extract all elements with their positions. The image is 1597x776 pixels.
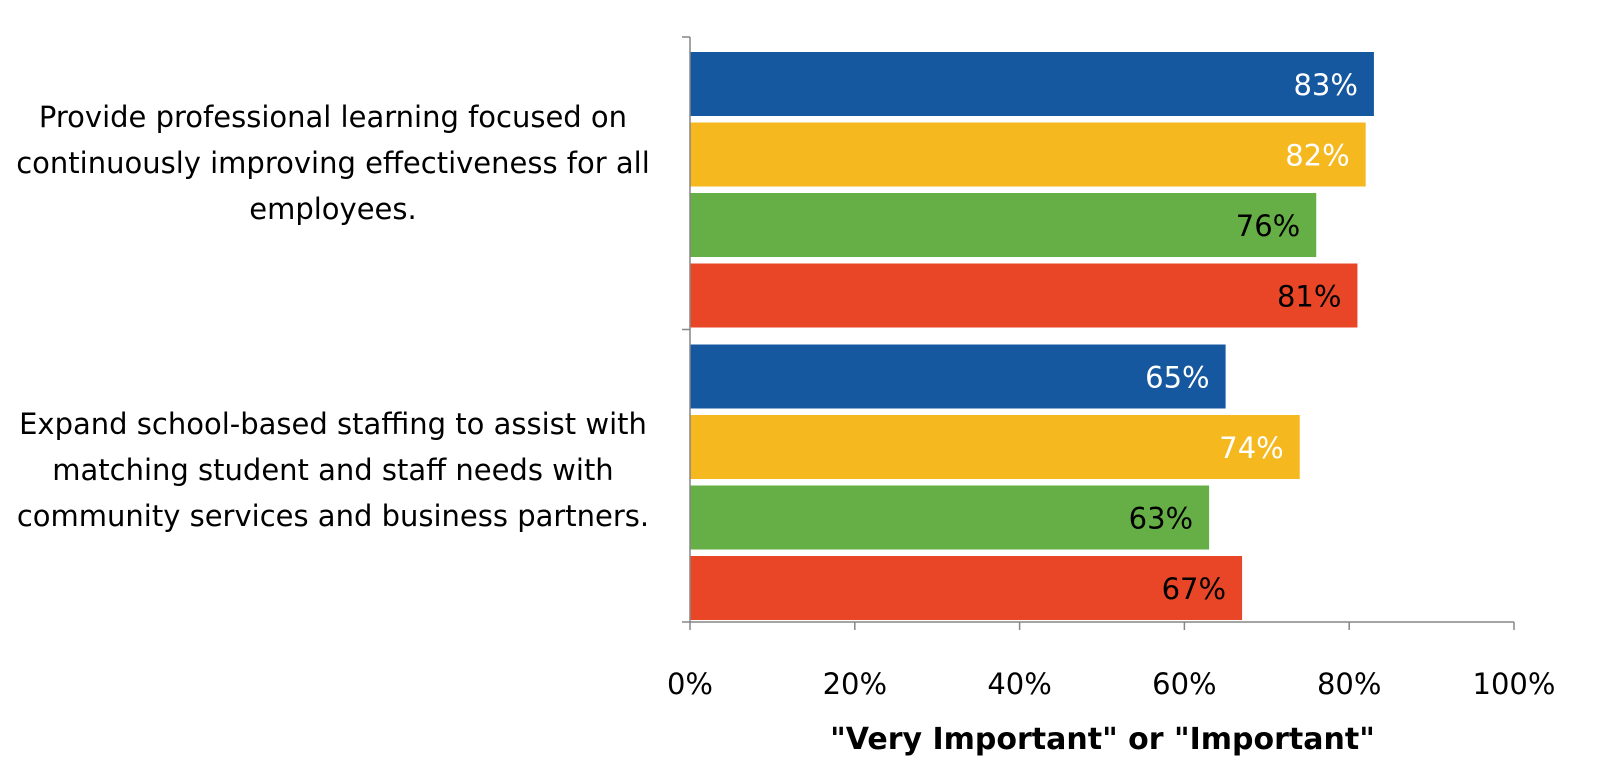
bar [690, 193, 1317, 257]
data-label: 74% [1219, 431, 1283, 465]
category-label-line: community services and business partners… [16, 499, 650, 533]
x-tick-label: 80% [1317, 667, 1381, 701]
category-label-line: matching student and staff needs with [52, 453, 614, 487]
bar [690, 344, 1226, 409]
x-tick-label: 40% [987, 667, 1051, 701]
data-label: 65% [1145, 361, 1209, 395]
bar [690, 485, 1210, 550]
category-label: Provide professional learning focused on… [0, 94, 666, 232]
bar [690, 263, 1358, 328]
x-tick-label: 60% [1152, 667, 1216, 701]
bar [690, 122, 1366, 187]
category-label-line: employees. [249, 192, 417, 226]
category-label-line: Provide professional learning focused on [38, 100, 628, 134]
bar [690, 556, 1243, 620]
bar [690, 415, 1300, 479]
category-label: Expand school-based staffing to assist w… [0, 401, 666, 539]
data-label: 63% [1129, 502, 1193, 536]
data-label: 81% [1277, 280, 1341, 314]
x-tick-label: 0% [667, 667, 713, 701]
bar [690, 52, 1374, 116]
x-tick-label: 20% [823, 667, 887, 701]
data-label: 76% [1236, 209, 1300, 243]
x-tick-label: 100% [1473, 667, 1556, 701]
data-label: 83% [1293, 68, 1357, 102]
data-label: 82% [1285, 139, 1349, 173]
category-label-line: continuously improving effectiveness for… [16, 146, 650, 180]
data-label: 67% [1162, 572, 1226, 606]
category-label-line: Expand school-based staffing to assist w… [19, 407, 647, 441]
x-axis-title: "Very Important" or "Important" [830, 722, 1375, 757]
